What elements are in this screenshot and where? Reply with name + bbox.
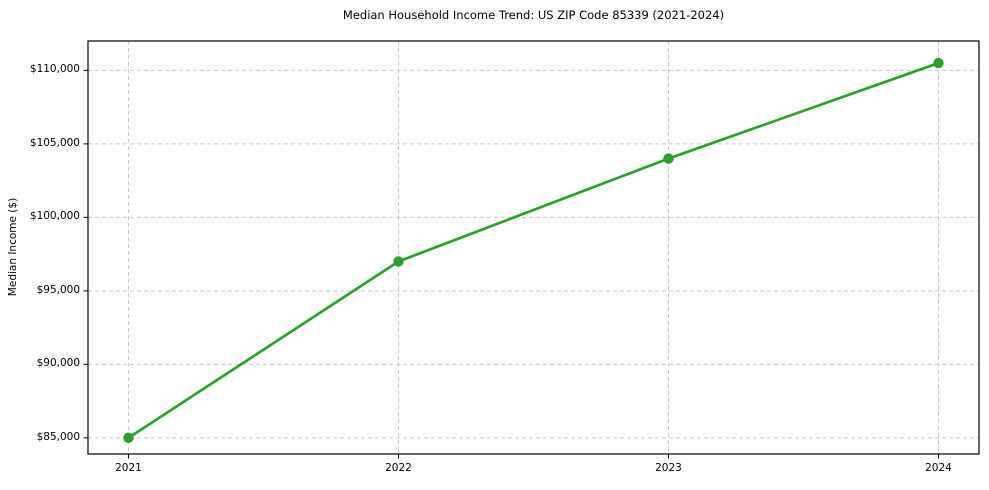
plot-frame xyxy=(87,40,980,455)
x-tick-label: 2024 xyxy=(925,462,952,474)
trend-line xyxy=(127,61,940,440)
x-tick-label: 2022 xyxy=(385,462,412,474)
y-tick-label: $95,000 xyxy=(36,283,80,296)
chart-title: Median Household Income Trend: US ZIP Co… xyxy=(342,8,725,22)
y-tick-label: $85,000 xyxy=(36,430,80,443)
x-tick-label: 2021 xyxy=(115,462,142,474)
data-point-marker xyxy=(123,432,134,444)
y-tick-label: $110,000 xyxy=(29,63,80,76)
data-point-marker xyxy=(663,153,674,164)
x-tick-label: 2023 xyxy=(655,462,682,474)
y-tick-label: $90,000 xyxy=(36,357,80,370)
y-tick-label: $100,000 xyxy=(29,210,80,223)
data-point-marker xyxy=(933,57,944,69)
y-tick-label: $105,000 xyxy=(29,136,80,149)
data-point-marker xyxy=(393,256,404,267)
